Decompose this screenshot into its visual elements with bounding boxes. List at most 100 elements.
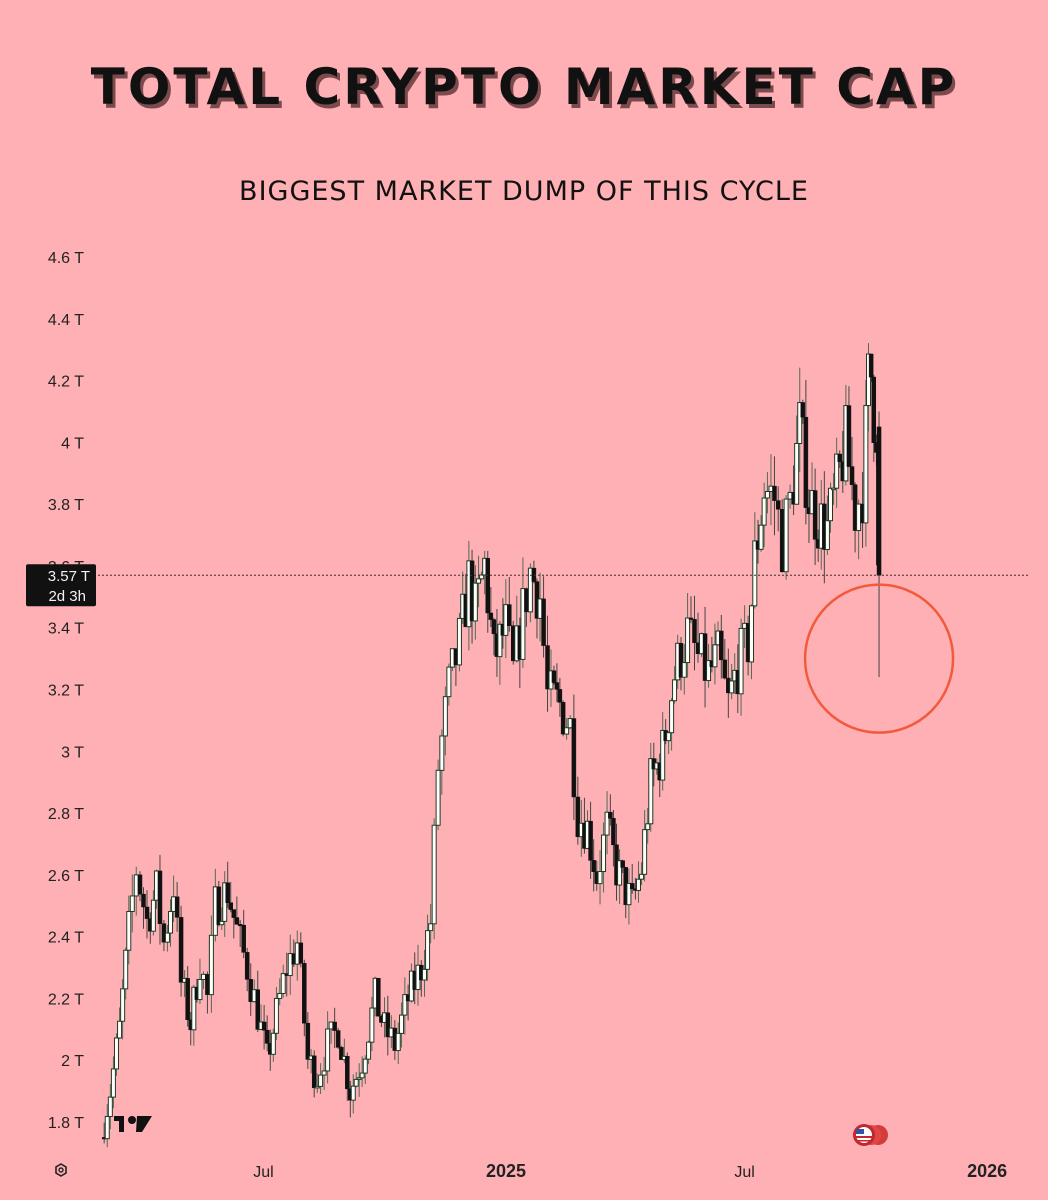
candle-body [369,1007,375,1043]
candle-body [719,630,724,661]
y-tick-label: 3.8 T [48,497,84,514]
candle-body [591,860,596,872]
candle-body [107,1096,113,1117]
candle-body [305,1022,311,1060]
candle-body [435,769,441,826]
candle-body [567,718,573,729]
x-tick-label: Jul [253,1164,273,1181]
candle-body [772,485,777,501]
candle-body [362,1058,368,1074]
candle-body [749,605,755,663]
candle-body [321,1070,327,1076]
candle-body [385,1012,391,1038]
candle-body [588,820,593,861]
candle-body [868,353,874,378]
candle-body [666,732,672,742]
y-tick-label: 2.6 T [48,868,84,885]
candle-body [554,682,560,690]
candle-body [752,540,758,607]
candle-body [439,735,445,771]
chart-subtitle: BIGGEST MARKET DUMP OF THIS CYCLE [239,176,809,207]
candle-body [645,823,651,831]
candle-body [241,924,246,953]
candle-body [472,582,478,622]
candle-body [827,487,833,522]
candle-body [738,627,744,695]
candle-body [608,811,613,819]
tradingview-logo-icon [114,1116,152,1132]
candle-body [318,1074,324,1087]
y-tick-label: 1.8 T [48,1115,84,1132]
current-price-label: 3.57 T [48,568,90,585]
candle-body [706,660,712,682]
candle-body [185,978,190,1020]
candle-body [356,1077,362,1080]
y-tick-label: 3 T [61,744,84,761]
candle-body [446,666,452,698]
candle-body [617,860,623,886]
candle-body [557,689,563,703]
candle-body [280,973,286,994]
candle-body [597,871,603,885]
candle-body [137,874,143,895]
candle-body [376,978,381,1017]
candle-body [794,442,800,505]
settings-icon[interactable] [55,1163,67,1177]
candle-body [302,963,307,1024]
candle-body [620,860,625,868]
candle-body [488,612,494,620]
candle-body [123,949,129,990]
candle-body [491,619,497,635]
candle-body [824,520,830,550]
candle-body [476,578,482,584]
y-tick-label: 2.8 T [48,806,84,823]
candle-body [350,1085,356,1101]
candle-body [332,1021,337,1031]
candle-body [244,952,250,980]
candle-body [564,727,570,735]
candle-body [270,1032,276,1055]
candle-body [277,992,283,999]
candle-body [797,402,803,444]
candle-body [669,700,675,734]
y-tick-label: 4.2 T [48,374,84,391]
candle-body [345,1056,350,1090]
candle-body [507,604,512,626]
candle-body [866,353,871,407]
candle-body [849,466,855,485]
candle-body [231,909,237,918]
candle-body [497,623,503,658]
candle-body [366,1041,372,1060]
current-price-tag: 3.57 T 2d 3h [26,564,96,607]
candle-body [642,829,648,875]
candle-body [126,910,132,951]
candle-body [428,923,434,932]
candle-body [551,670,557,683]
candle-body [831,487,837,491]
y-tick-label: 2.2 T [48,991,84,1008]
candle-body [560,702,566,735]
candle-body [479,574,485,580]
candle-body [325,1028,331,1072]
candle-body [129,895,135,912]
candle-body [178,917,184,983]
y-tick-label: 3.4 T [48,621,84,638]
candle-body [298,942,304,964]
candle-body [431,824,437,925]
candle-body [601,834,607,873]
us-flag-coins-icon [853,1124,888,1146]
candle-body [524,588,529,613]
candle-body [812,490,818,540]
candle-body [761,497,767,526]
candle-body [541,598,546,646]
candle-body [200,973,206,981]
candle-body [311,1055,317,1089]
candle-body [168,910,174,934]
candle-body [575,796,581,837]
candle-body [104,1115,110,1140]
candle-body [639,873,645,880]
candle-body [234,917,240,925]
highlight-circle [803,583,955,734]
candle-body [626,882,632,906]
